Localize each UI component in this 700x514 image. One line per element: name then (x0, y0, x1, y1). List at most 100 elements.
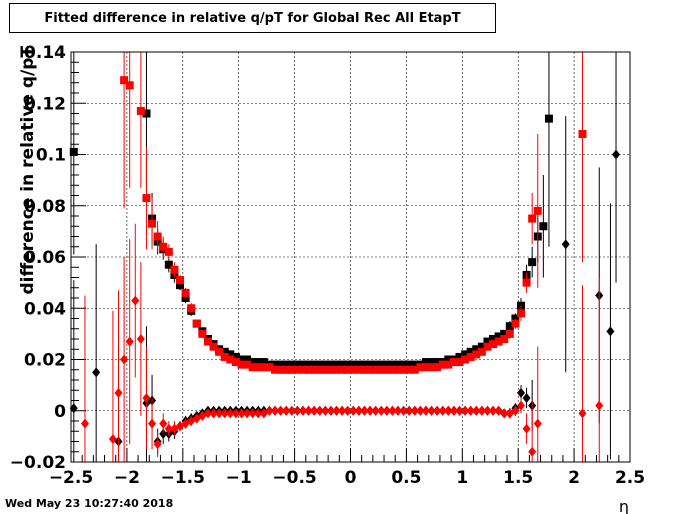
data-point (455, 405, 464, 416)
data-point (349, 405, 358, 416)
data-point (399, 405, 408, 416)
data-point (533, 206, 542, 215)
data-point (455, 352, 464, 361)
data-point (321, 360, 330, 369)
data-point (360, 405, 369, 416)
data-point (142, 109, 151, 118)
data-point (595, 400, 604, 411)
data-point (354, 365, 363, 374)
y-tick-label: 0.02 (24, 351, 66, 371)
data-point (148, 219, 157, 228)
data-point (410, 360, 419, 369)
data-point (237, 360, 246, 369)
data-point (243, 408, 252, 419)
data-point (433, 363, 442, 372)
data-point (343, 405, 352, 416)
data-point (310, 360, 319, 369)
data-point (248, 358, 257, 367)
data-point (164, 247, 173, 256)
data-point (226, 350, 235, 359)
data-point (215, 408, 224, 419)
data-point (276, 360, 285, 369)
data-point (433, 358, 442, 367)
data-point (394, 365, 403, 374)
data-point (483, 342, 492, 351)
data-point (360, 360, 369, 369)
data-point (265, 363, 274, 372)
data-point (304, 405, 313, 416)
data-point (276, 365, 285, 374)
data-point (466, 352, 475, 361)
y-tick-label: 0.04 (24, 299, 66, 319)
data-point (455, 358, 464, 367)
data-point (282, 360, 291, 369)
data-point (438, 360, 447, 369)
data-point (472, 345, 481, 354)
chart-title: Fitted difference in relative q/pT for G… (44, 11, 461, 26)
data-point (326, 365, 335, 374)
data-point (326, 405, 335, 416)
data-point (461, 350, 470, 359)
data-point (125, 81, 134, 90)
data-point (483, 337, 492, 346)
data-point (215, 347, 224, 356)
y-tick-label: 0.06 (24, 248, 66, 268)
data-point (438, 405, 447, 416)
y-tick-label: 0 (54, 402, 66, 422)
data-point (209, 342, 218, 351)
data-point (326, 360, 335, 369)
data-point (466, 405, 475, 416)
y-axis-ticks (71, 51, 86, 463)
data-point (421, 363, 430, 372)
data-point (427, 363, 436, 372)
series-1 (120, 52, 587, 374)
data-point (528, 258, 537, 267)
data-point (528, 446, 537, 457)
data-point (315, 360, 324, 369)
data-point (120, 354, 129, 365)
x-tick-label: −1.5 (161, 468, 205, 488)
data-point (477, 405, 486, 416)
data-point (332, 405, 341, 416)
data-point (371, 360, 380, 369)
data-point (394, 360, 403, 369)
data-point (131, 295, 140, 306)
data-point (366, 365, 375, 374)
data-point (298, 405, 307, 416)
data-point (405, 365, 414, 374)
x-tick-label: −1 (226, 468, 252, 488)
data-point (444, 405, 453, 416)
data-point (170, 265, 179, 274)
data-point (259, 358, 268, 367)
data-point (461, 355, 470, 364)
data-point (338, 365, 347, 374)
data-point (366, 360, 375, 369)
data-point (483, 405, 492, 416)
data-point (489, 335, 498, 343)
data-point (187, 304, 196, 313)
x-tick-label: 0 (345, 468, 357, 488)
data-point (433, 405, 442, 416)
data-point (472, 405, 481, 416)
data-point (382, 365, 391, 374)
data-point (377, 360, 386, 369)
data-point (248, 363, 257, 372)
series-3 (80, 223, 604, 462)
data-point (606, 326, 615, 337)
x-tick-label: −2.5 (49, 468, 93, 488)
data-point (287, 405, 296, 416)
data-point (259, 363, 268, 372)
data-point (254, 408, 263, 419)
data-point (477, 347, 486, 356)
data-point (192, 319, 201, 328)
data-point (80, 418, 89, 429)
data-point (539, 222, 548, 231)
data-point (472, 350, 481, 359)
data-point (231, 408, 240, 419)
data-point (226, 408, 235, 419)
data-point (159, 418, 168, 429)
data-point (405, 405, 414, 416)
data-point (304, 360, 313, 369)
y-tick-label: −0.02 (10, 453, 66, 473)
data-point (265, 405, 274, 416)
